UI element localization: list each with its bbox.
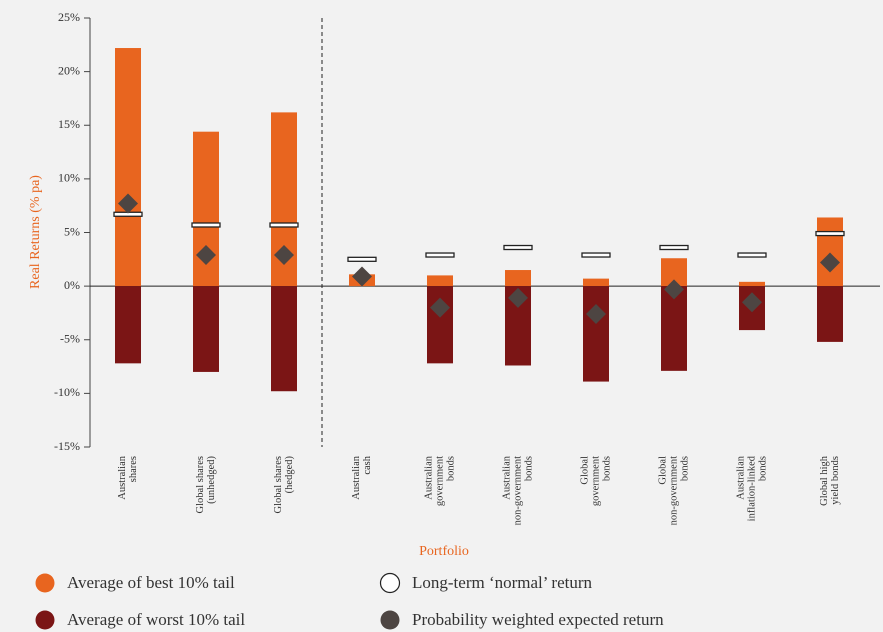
x-tick-label: Australian [423, 455, 434, 499]
expected-return [664, 279, 684, 300]
x-tick-label: shares [128, 456, 139, 482]
legend-icon [35, 610, 55, 630]
y-axis-label: Real Returns (% pa) [28, 175, 43, 289]
y-tick-label: 0% [64, 278, 80, 292]
y-tick-label: 20% [58, 63, 80, 77]
expected-return [352, 266, 372, 287]
normal-return [581, 252, 611, 258]
bar [583, 278, 609, 287]
bar [115, 48, 141, 287]
expected-return [118, 193, 138, 214]
x-tick-label: government [434, 456, 445, 506]
bar [271, 286, 297, 392]
legend-label: Long-term ‘normal’ return [412, 573, 593, 592]
bar [661, 286, 687, 371]
bar [115, 286, 141, 364]
x-tick-label: government [590, 456, 601, 506]
x-tick-label: (hedged) [284, 456, 295, 494]
legend-icon [35, 573, 55, 593]
x-tick-label: Global [579, 456, 590, 485]
y-tick-label: 25% [58, 10, 80, 24]
x-tick-label: Australian [501, 455, 512, 499]
bar [817, 217, 843, 287]
bar [583, 286, 609, 382]
x-axis-label: Portfolio [419, 544, 469, 559]
y-tick-label: -15% [54, 439, 80, 453]
expected-return [508, 287, 528, 308]
y-tick-label: -5% [60, 332, 80, 346]
expected-return [586, 304, 606, 325]
x-tick-label: non-government [512, 456, 523, 525]
bar [817, 286, 843, 342]
legend-label: Probability weighted expected return [412, 610, 664, 629]
normal-return [269, 222, 299, 228]
x-tick-label: bonds [757, 456, 768, 481]
expected-return [430, 297, 450, 318]
x-tick-label: Global shares [195, 456, 206, 513]
normal-return [191, 222, 221, 228]
normal-return [503, 244, 533, 251]
normal-return [815, 230, 845, 237]
x-tick-label: Australian [735, 455, 746, 499]
legend-icon [379, 572, 401, 594]
expected-return [196, 245, 216, 266]
normal-return [659, 244, 689, 251]
expected-return [274, 245, 294, 266]
x-tick-label: bonds [679, 456, 690, 481]
y-tick-label: 15% [58, 117, 80, 131]
bar [193, 286, 219, 372]
bar [739, 281, 765, 287]
x-tick-label: yield bonds [830, 456, 841, 505]
legend-label: Average of best 10% tail [67, 573, 235, 592]
bar [505, 270, 531, 287]
x-tick-label: non-government [668, 456, 679, 525]
normal-return [347, 256, 377, 262]
bar [427, 275, 453, 287]
normal-return [737, 252, 767, 258]
x-tick-label: Australian [351, 455, 362, 499]
expected-return [820, 252, 840, 273]
x-tick-label: bonds [601, 456, 612, 481]
y-tick-label: -10% [54, 385, 80, 399]
expected-return [742, 292, 762, 313]
x-tick-label: (unhedged) [206, 456, 217, 504]
x-tick-label: bonds [523, 456, 534, 481]
y-tick-label: 5% [64, 224, 80, 238]
x-tick-label: Global shares [273, 456, 284, 513]
x-tick-label: inflation-linked [746, 455, 757, 521]
x-tick-label: Global [657, 456, 668, 485]
y-tick-label: 10% [58, 171, 80, 185]
x-tick-label: bonds [445, 456, 456, 481]
x-tick-label: Global high [819, 455, 830, 506]
legend-icon [380, 610, 400, 630]
x-tick-label: Australian [117, 455, 128, 499]
legend-label: Average of worst 10% tail [67, 610, 245, 629]
normal-return [425, 252, 455, 258]
x-tick-label: cash [362, 455, 373, 474]
